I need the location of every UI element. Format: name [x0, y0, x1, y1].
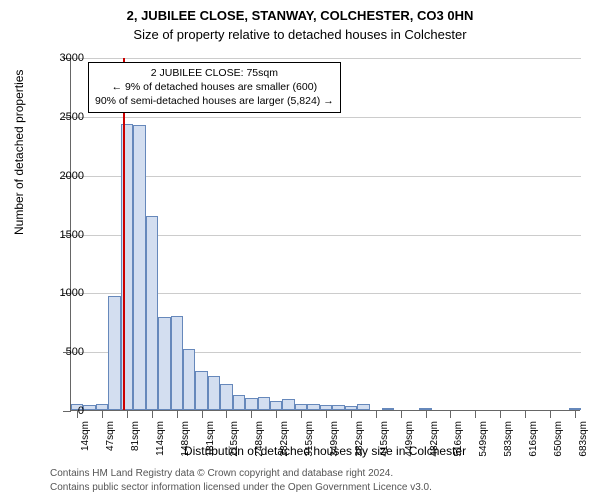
y-tick-label: 0 — [44, 405, 84, 417]
annotation-line2: ← 9% of detached houses are smaller (600… — [95, 80, 334, 94]
y-tick-label: 3000 — [44, 52, 84, 64]
x-tick — [426, 410, 427, 418]
histogram-bar — [332, 405, 344, 410]
histogram-bar — [258, 397, 270, 410]
y-tick-label: 1000 — [44, 287, 84, 299]
x-tick — [376, 410, 377, 418]
x-tick — [177, 410, 178, 418]
histogram-bar — [133, 125, 145, 410]
x-tick — [475, 410, 476, 418]
x-tick — [450, 410, 451, 418]
x-tick — [575, 410, 576, 418]
x-tick — [351, 410, 352, 418]
histogram-bar — [220, 384, 232, 410]
chart-title: 2, JUBILEE CLOSE, STANWAY, COLCHESTER, C… — [0, 0, 600, 23]
histogram-bar — [307, 404, 319, 410]
histogram-bar — [158, 317, 170, 410]
x-tick — [202, 410, 203, 418]
x-tick — [525, 410, 526, 418]
histogram-bar — [195, 371, 207, 410]
x-tick — [301, 410, 302, 418]
footer-line2: Contains public sector information licen… — [50, 481, 432, 495]
y-tick-label: 2500 — [44, 111, 84, 123]
x-axis-label: Distribution of detached houses by size … — [70, 444, 580, 458]
x-tick — [102, 410, 103, 418]
x-tick — [276, 410, 277, 418]
histogram-bar — [171, 316, 183, 410]
x-tick — [500, 410, 501, 418]
histogram-bar — [282, 399, 294, 410]
histogram-bar — [183, 349, 195, 410]
x-tick — [550, 410, 551, 418]
footer-line1: Contains HM Land Registry data © Crown c… — [50, 467, 432, 481]
histogram-bar — [83, 405, 95, 410]
chart-plot-area: 14sqm47sqm81sqm114sqm148sqm181sqm215sqm2… — [70, 58, 580, 411]
x-tick — [152, 410, 153, 418]
annotation-line3: 90% of semi-detached houses are larger (… — [95, 94, 334, 108]
x-tick — [127, 410, 128, 418]
histogram-bar — [146, 216, 158, 410]
histogram-bar — [233, 395, 245, 410]
x-tick — [326, 410, 327, 418]
footer-attribution: Contains HM Land Registry data © Crown c… — [50, 467, 432, 494]
annotation-box: 2 JUBILEE CLOSE: 75sqm ← 9% of detached … — [88, 62, 341, 113]
y-tick-label: 1500 — [44, 229, 84, 241]
histogram-bar — [108, 296, 120, 410]
histogram-bar — [208, 376, 220, 410]
y-axis-label: Number of detached properties — [12, 70, 26, 235]
x-tick — [401, 410, 402, 418]
y-tick-label: 2000 — [44, 170, 84, 182]
histogram-bar — [270, 401, 282, 410]
histogram-bar — [245, 398, 257, 410]
histogram-bar — [357, 404, 369, 410]
x-tick — [226, 410, 227, 418]
chart-subtitle: Size of property relative to detached ho… — [0, 23, 600, 46]
x-tick — [251, 410, 252, 418]
annotation-line1: 2 JUBILEE CLOSE: 75sqm — [95, 66, 334, 80]
y-tick-label: 500 — [44, 346, 84, 358]
histogram-bar — [382, 408, 394, 410]
